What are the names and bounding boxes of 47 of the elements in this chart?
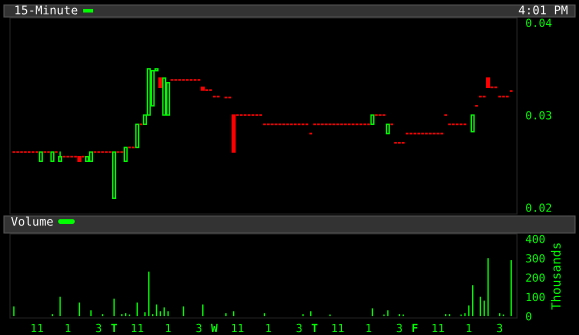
- candlestick: [486, 77, 490, 88]
- x-tick-label: 11: [132, 324, 144, 332]
- candlestick: [232, 114, 236, 153]
- candlestick: [370, 114, 374, 126]
- x-tick-label: W: [211, 324, 218, 332]
- x-tick-label: T: [312, 324, 318, 332]
- x-tick-label: 1: [466, 324, 472, 332]
- x-tick-label: 11: [232, 324, 244, 332]
- y-axis-title: Thousands: [551, 243, 561, 310]
- x-tick-label: 1: [266, 324, 271, 332]
- legend-label: Volume: [11, 216, 53, 226]
- x-tick-label: 11: [32, 324, 43, 332]
- y-tick-label: 200: [526, 273, 545, 282]
- candlestick: [77, 156, 82, 162]
- candlestick: [470, 114, 475, 132]
- x-tick-label: 3: [96, 324, 102, 332]
- y-tick-label: 0: [526, 312, 532, 320]
- x-tick-label: 1: [366, 324, 372, 332]
- x-tick-label: T: [111, 324, 117, 332]
- y-tick-label: 0.02: [526, 204, 552, 212]
- candlestick: [162, 77, 166, 116]
- text: 4:01 PM: [518, 6, 568, 14]
- candlestick: [85, 156, 90, 162]
- x-tick-label: 3: [296, 324, 302, 332]
- candlestick: [386, 124, 390, 134]
- y-tick-label: 300: [526, 254, 545, 263]
- x-tick-label: 1: [166, 324, 171, 332]
- x-tick-label: 11: [332, 324, 344, 332]
- y-tick-label: 0.03: [526, 111, 552, 120]
- candlestick: [112, 151, 116, 199]
- y-tick-label: 400: [526, 234, 545, 244]
- candlestick: [88, 151, 94, 162]
- x-tick-label: 3: [396, 324, 402, 332]
- y-tick-label: 0.04: [526, 18, 552, 28]
- candlestick: [135, 124, 140, 148]
- x-tick-label: F: [412, 324, 418, 332]
- x-tick-label: 1: [66, 324, 70, 332]
- candlestick: [38, 151, 43, 162]
- candlestick: [50, 151, 54, 162]
- x-tick-label: 3: [497, 324, 502, 332]
- candlestick: [200, 86, 205, 91]
- chart-title: 15-Minute: [15, 5, 78, 14]
- candlestick: [124, 146, 128, 162]
- candlestick: [58, 151, 62, 162]
- x-tick-label: 11: [432, 324, 444, 332]
- y-tick-label: 100: [526, 292, 545, 302]
- x-tick-label: 3: [196, 324, 202, 332]
